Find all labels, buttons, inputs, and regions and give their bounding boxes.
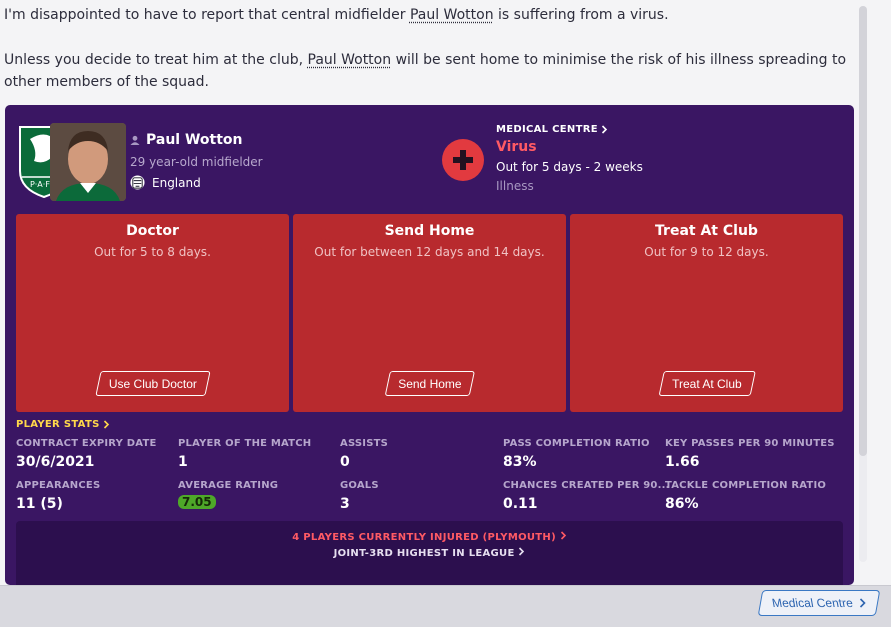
stat-pass-completion: PASS COMPLETION RATIO 83% — [503, 438, 650, 470]
option-title: Doctor — [126, 223, 179, 239]
stat-assists: ASSISTS 0 — [340, 438, 389, 470]
injury-type: Illness — [496, 179, 534, 193]
stat-chances-created: CHANCES CREATED PER 90... 0.11 — [503, 480, 670, 512]
stat-player-of-match: PLAYER OF THE MATCH 1 — [178, 438, 312, 470]
injury-duration: Out for 5 days - 2 weeks — [496, 160, 643, 174]
chevron-right-icon — [859, 598, 866, 608]
league-ranking-link[interactable]: JOINT-3RD HIGHEST IN LEAGUE — [16, 547, 843, 559]
player-name[interactable]: Paul Wotton — [130, 132, 243, 148]
option-subtitle: Out for 9 to 12 days. — [644, 245, 769, 259]
stat-goals: GOALS 3 — [340, 480, 379, 512]
use-club-doctor-button[interactable]: Use Club Doctor — [94, 371, 211, 396]
player-link[interactable]: Paul Wotton — [409, 7, 494, 23]
player-nationality[interactable]: England — [130, 175, 201, 190]
stat-key-passes: KEY PASSES PER 90 MINUTES 1.66 — [665, 438, 835, 470]
medical-centre-link[interactable]: MEDICAL CENTRE — [496, 124, 608, 135]
scrollbar-thumb[interactable] — [859, 6, 867, 456]
stat-average-rating: AVERAGE RATING 7.05 — [178, 480, 279, 509]
option-title: Treat At Club — [655, 223, 758, 239]
player-link[interactable]: Paul Wotton — [307, 52, 392, 68]
person-icon — [130, 135, 140, 145]
chevron-right-icon — [103, 420, 109, 429]
stat-appearances: APPEARANCES 11 (5) — [16, 480, 101, 512]
option-subtitle: Out for 5 to 8 days. — [94, 245, 211, 259]
option-card-treat-at-club: Treat At Club Out for 9 to 12 days. Trea… — [570, 214, 843, 412]
injury-name: Virus — [496, 139, 537, 155]
stat-contract-expiry: CONTRACT EXPIRY DATE 30/6/2021 — [16, 438, 157, 470]
message-paragraph-2: Unless you decide to treat him at the cl… — [4, 52, 847, 90]
svg-text:P·A·F·C: P·A·F·C — [30, 180, 59, 189]
medical-cross-icon — [442, 139, 484, 181]
footer-bar: Medical Centre — [0, 585, 891, 627]
england-flag-icon — [130, 175, 145, 190]
player-photo — [50, 123, 126, 201]
chevron-right-icon — [560, 531, 566, 540]
message-paragraph-1: I'm disappointed to have to report that … — [4, 7, 669, 23]
medical-centre-button[interactable]: Medical Centre — [757, 590, 881, 616]
stat-tackle-completion: TACKLE COMPLETION RATIO 86% — [665, 480, 827, 512]
player-stats-link[interactable]: PLAYER STATS — [16, 419, 110, 430]
rating-badge: 7.05 — [178, 495, 216, 509]
injured-players-box: 4 PLAYERS CURRENTLY INJURED (PLYMOUTH) J… — [16, 521, 843, 585]
send-home-button[interactable]: Send Home — [384, 371, 475, 396]
player-description: 29 year-old midfielder — [130, 155, 263, 169]
chevron-right-icon — [601, 125, 607, 134]
injury-panel: P·A·F·C Paul Wotton 29 year-old midfield… — [5, 105, 854, 585]
injured-players-link[interactable]: 4 PLAYERS CURRENTLY INJURED (PLYMOUTH) — [16, 531, 843, 543]
treat-at-club-button[interactable]: Treat At Club — [658, 371, 755, 396]
option-card-doctor: Doctor Out for 5 to 8 days. Use Club Doc… — [16, 214, 289, 412]
option-subtitle: Out for between 12 days and 14 days. — [314, 245, 545, 259]
chevron-right-icon — [519, 547, 525, 556]
option-card-send-home: Send Home Out for between 12 days and 14… — [293, 214, 566, 412]
option-title: Send Home — [384, 223, 475, 239]
message-body: I'm disappointed to have to report that … — [4, 4, 854, 93]
